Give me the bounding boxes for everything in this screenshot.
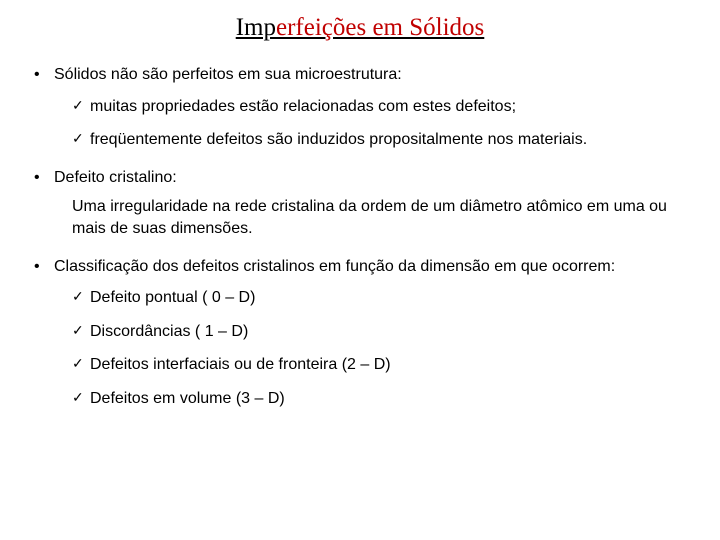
bullet-item: Sólidos não são perfeitos em sua microes… bbox=[34, 64, 696, 151]
sub-text: Discordâncias ( 1 – D) bbox=[90, 323, 248, 340]
bullet-item: Classificação dos defeitos cristalinos e… bbox=[34, 256, 696, 410]
sub-list: muitas propriedades estão relacionadas c… bbox=[54, 96, 696, 151]
bullet-text: Classificação dos defeitos cristalinos e… bbox=[54, 258, 615, 275]
title-red-part: erfeições em Sólidos bbox=[276, 14, 484, 41]
slide-title: Imperfeições em Sólidos bbox=[24, 14, 696, 42]
title-black-part: Imp bbox=[236, 14, 276, 41]
sub-item: Discordâncias ( 1 – D) bbox=[72, 321, 696, 343]
sub-list: Defeito pontual ( 0 – D) Discordâncias (… bbox=[54, 287, 696, 409]
sub-item: Defeitos em volume (3 – D) bbox=[72, 388, 696, 410]
sub-item: freqüentemente defeitos são induzidos pr… bbox=[72, 129, 696, 151]
bullet-text: Defeito cristalino: bbox=[54, 169, 177, 186]
slide: Imperfeições em Sólidos Sólidos não são … bbox=[0, 0, 720, 540]
sub-text: muitas propriedades estão relacionadas c… bbox=[90, 98, 516, 115]
sub-text: Defeitos em volume (3 – D) bbox=[90, 390, 285, 407]
bullet-list: Sólidos não são perfeitos em sua microes… bbox=[24, 64, 696, 410]
bullet-item: Defeito cristalino: Uma irregularidade n… bbox=[34, 167, 696, 240]
sub-item: muitas propriedades estão relacionadas c… bbox=[72, 96, 696, 118]
sub-text: freqüentemente defeitos são induzidos pr… bbox=[90, 131, 587, 148]
sub-item: Defeitos interfaciais ou de fronteira (2… bbox=[72, 354, 696, 376]
definition-block: Uma irregularidade na rede cristalina da… bbox=[72, 196, 696, 239]
sub-text: Defeitos interfaciais ou de fronteira (2… bbox=[90, 356, 391, 373]
bullet-text: Sólidos não são perfeitos em sua microes… bbox=[54, 66, 402, 83]
sub-text: Defeito pontual ( 0 – D) bbox=[90, 289, 255, 306]
sub-item: Defeito pontual ( 0 – D) bbox=[72, 287, 696, 309]
